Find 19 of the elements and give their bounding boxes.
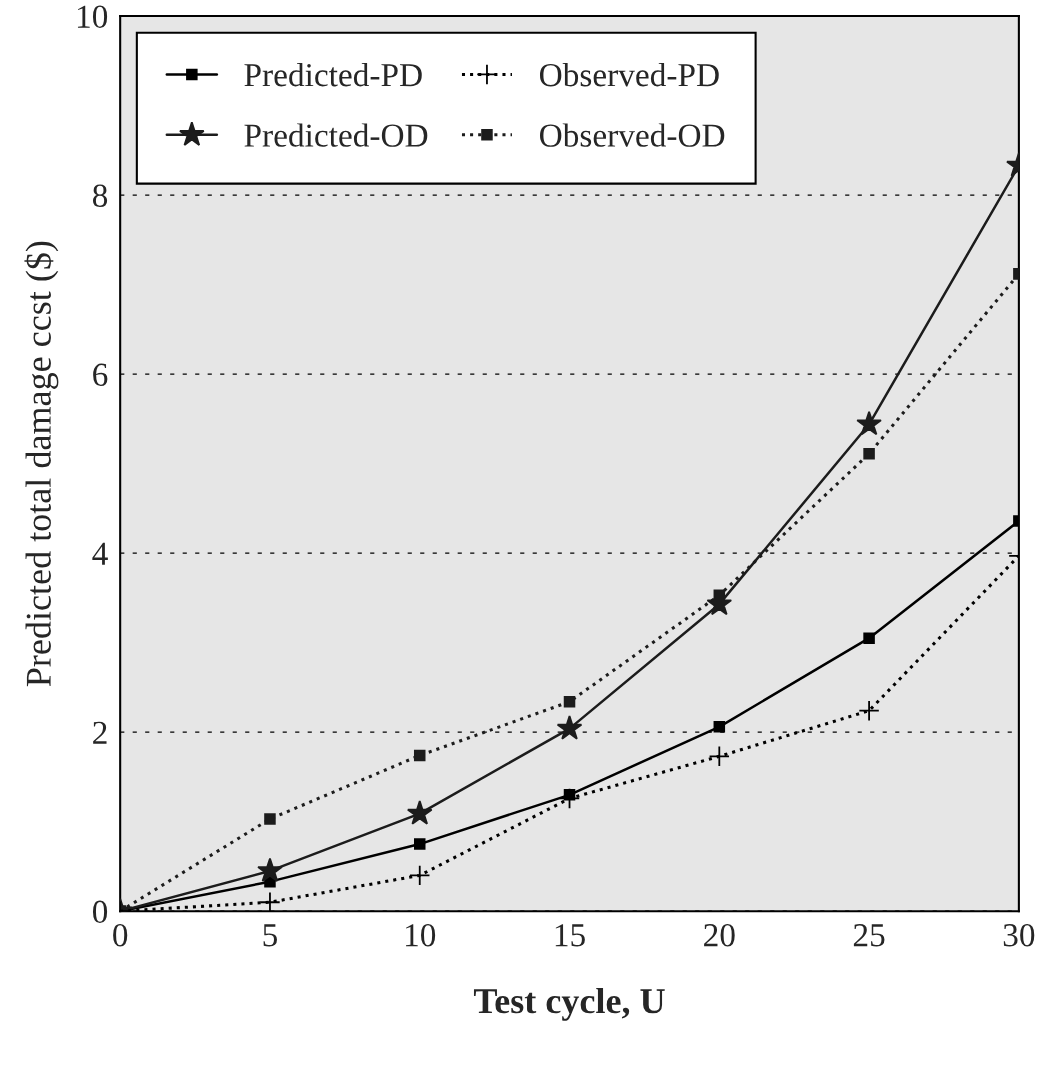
legend-label: Predicted-OD <box>244 123 428 147</box>
x-tick-label: 25 <box>853 924 885 947</box>
y-axis-title: Predicted total damage ccst ($) <box>24 241 59 687</box>
y-tick-label: 8 <box>92 184 108 207</box>
x-tick-label: 5 <box>263 924 277 947</box>
x-axis-title: Test cycle, U <box>473 987 665 1021</box>
y-tick-label: 4 <box>92 542 108 565</box>
x-tick-label: 0 <box>113 923 128 947</box>
y-tick-label: 10 <box>77 5 108 28</box>
x-tick-label: 10 <box>406 923 436 947</box>
y-tick-label: 0 <box>92 900 108 924</box>
y-tick-label: 6 <box>93 363 108 387</box>
legend-label: Observed-PD <box>540 62 719 87</box>
x-tick-label: 30 <box>1003 923 1035 947</box>
legend-label: Observed-OD <box>540 123 725 147</box>
legend-label: Predicted-PD <box>244 62 422 87</box>
x-tick-label: 15 <box>555 924 585 947</box>
y-tick-label: 2 <box>93 721 107 744</box>
x-tick-label: 20 <box>704 923 735 947</box>
